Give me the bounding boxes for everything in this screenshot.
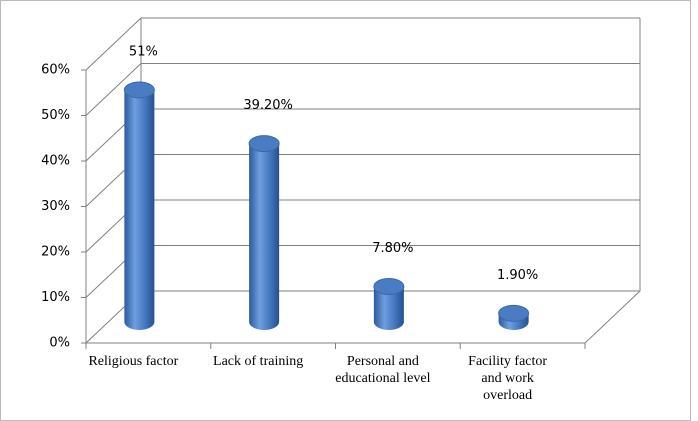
cylinder (123, 81, 155, 330)
x-tick-label: Lack of training (213, 354, 304, 369)
bar (249, 143, 280, 330)
y-tick-label: 10% (41, 290, 70, 305)
floor-edge (584, 290, 641, 344)
bar-top (123, 81, 155, 99)
x-tick-label: Religious factor (88, 354, 179, 369)
x-tick-label: Personal and educational level (335, 354, 431, 386)
bar-top (498, 304, 530, 322)
cylinder (373, 278, 405, 330)
x-tick-label: Facility factor and work overload (468, 354, 548, 403)
data-label: 1.90% (497, 268, 538, 283)
y-tick-label: 50% (41, 108, 70, 123)
y-tick-label: 60% (41, 63, 70, 78)
y-tick-label: 20% (41, 245, 70, 260)
bar-top (373, 278, 405, 296)
cylinder (248, 135, 280, 330)
data-label: 51% (129, 44, 158, 59)
cylinder (498, 304, 530, 330)
y-tick-label: 0% (49, 336, 70, 351)
grid-line (85, 63, 142, 116)
data-label: 7.80% (372, 241, 413, 256)
y-tick-label: 30% (41, 199, 70, 214)
bar-top (248, 135, 280, 153)
y-tick-label: 40% (41, 154, 70, 169)
data-label: 39.20% (243, 98, 293, 113)
bar (124, 89, 155, 330)
grid-line (85, 17, 142, 71)
bar (373, 286, 404, 330)
